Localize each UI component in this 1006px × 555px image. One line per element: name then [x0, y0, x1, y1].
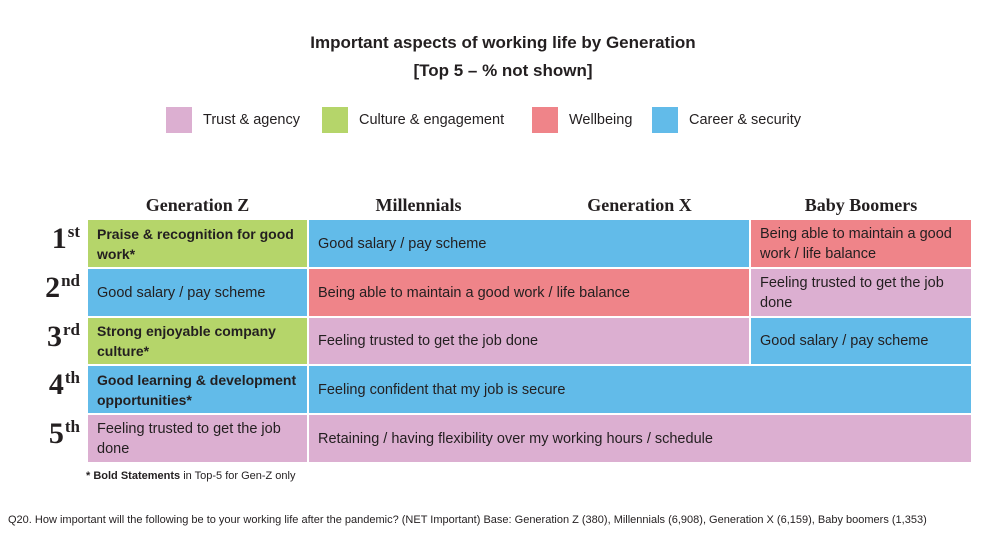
rank-label-5: 5th — [30, 417, 80, 451]
cell-text: Feeling confident that my job is secure — [318, 381, 566, 398]
cell-text: Being able to maintain a good work / lif… — [318, 284, 630, 301]
table-cell: Being able to maintain a good work / lif… — [750, 219, 972, 268]
cell-text: Good salary / pay scheme — [97, 284, 266, 301]
table-cell: Good learning & development opportunitie… — [87, 365, 308, 414]
table-cell: Feeling confident that my job is secure — [308, 365, 972, 414]
rank-number: 3 — [47, 320, 62, 353]
column-header-gen-z: Generation Z — [145, 195, 250, 215]
legend-label-trust: Trust & agency — [203, 112, 300, 128]
table-cell: Retaining / having flexibility over my w… — [308, 414, 972, 463]
source-note: Q20. How important will the following be… — [8, 514, 927, 526]
rank-number: 4 — [48, 368, 64, 401]
chart-subtitle: [Top 5 – % not shown] — [413, 61, 593, 80]
cell-text: Good salary / pay scheme — [760, 333, 929, 349]
table-cell: Strong enjoyable company culture* — [87, 317, 308, 365]
table-cell: Good salary / pay scheme — [308, 219, 750, 268]
table-cell: Feeling trusted to get the job done — [87, 414, 308, 463]
rank-suffix: rd — [63, 320, 80, 339]
cell-text: Good learning & development opportunitie… — [97, 371, 297, 408]
legend-swatch-trust — [166, 107, 192, 133]
legend-label-career: Career & security — [689, 112, 802, 128]
cell-text: Feeling trusted to get the job done — [97, 420, 281, 457]
legend-label-culture: Culture & engagement — [359, 112, 505, 128]
rank-suffix: th — [64, 417, 80, 436]
footnote: * Bold Statements in Top-5 for Gen-Z onl… — [86, 470, 296, 482]
legend-item-trust: Trust & agency — [166, 107, 300, 133]
rank-suffix: st — [67, 222, 80, 241]
cell-text: Good salary / pay scheme — [318, 235, 487, 252]
rank-label-2: 2nd — [30, 271, 80, 305]
rank-number: 2 — [45, 271, 61, 304]
table-cell: Being able to maintain a good work / lif… — [308, 268, 750, 317]
chart-title: Important aspects of working life by Gen… — [310, 33, 696, 52]
rank-suffix: th — [64, 368, 80, 387]
legend-swatch-career — [652, 107, 678, 133]
legend-item-wellbeing: Wellbeing — [532, 107, 632, 133]
cell-text: Feeling trusted to get the job done — [318, 333, 539, 349]
rank-number: 1 — [51, 222, 67, 255]
legend-swatch-wellbeing — [532, 107, 558, 133]
cell-text: Being able to maintain a good work / lif… — [760, 225, 952, 262]
column-header-millennials: Millennials — [375, 195, 462, 215]
column-header-gen-x: Generation X — [587, 195, 692, 215]
table-cell: Feeling trusted to get the job done — [308, 317, 750, 365]
table-cell: Good salary / pay scheme — [750, 317, 972, 365]
table-cell: Good salary / pay scheme — [87, 268, 308, 317]
cell-text: Praise & recognition for good work* — [97, 225, 294, 262]
footnote-text: in Top-5 for Gen-Z only — [180, 470, 296, 482]
rank-label-3: 3rd — [30, 320, 80, 354]
rank-label-1: 1st — [30, 222, 80, 256]
column-header-baby-boomers: Baby Boomers — [804, 195, 918, 215]
rank-number: 5 — [48, 417, 64, 450]
rank-suffix: nd — [61, 271, 80, 290]
cell-text: Retaining / having flexibility over my w… — [318, 430, 713, 447]
rank-label-4: 4th — [30, 368, 80, 402]
legend-item-career: Career & security — [652, 107, 801, 133]
legend-swatch-culture — [322, 107, 348, 133]
legend-item-culture: Culture & engagement — [322, 107, 504, 133]
table-cell: Praise & recognition for good work* — [87, 219, 308, 268]
legend-label-wellbeing: Wellbeing — [569, 112, 633, 128]
footnote-bold: * Bold Statements — [86, 470, 181, 482]
table-cell: Feeling trusted to get the job done — [750, 268, 972, 317]
cell-text: Strong enjoyable company culture* — [97, 323, 276, 359]
cell-text: Feeling trusted to get the job done — [760, 274, 944, 311]
